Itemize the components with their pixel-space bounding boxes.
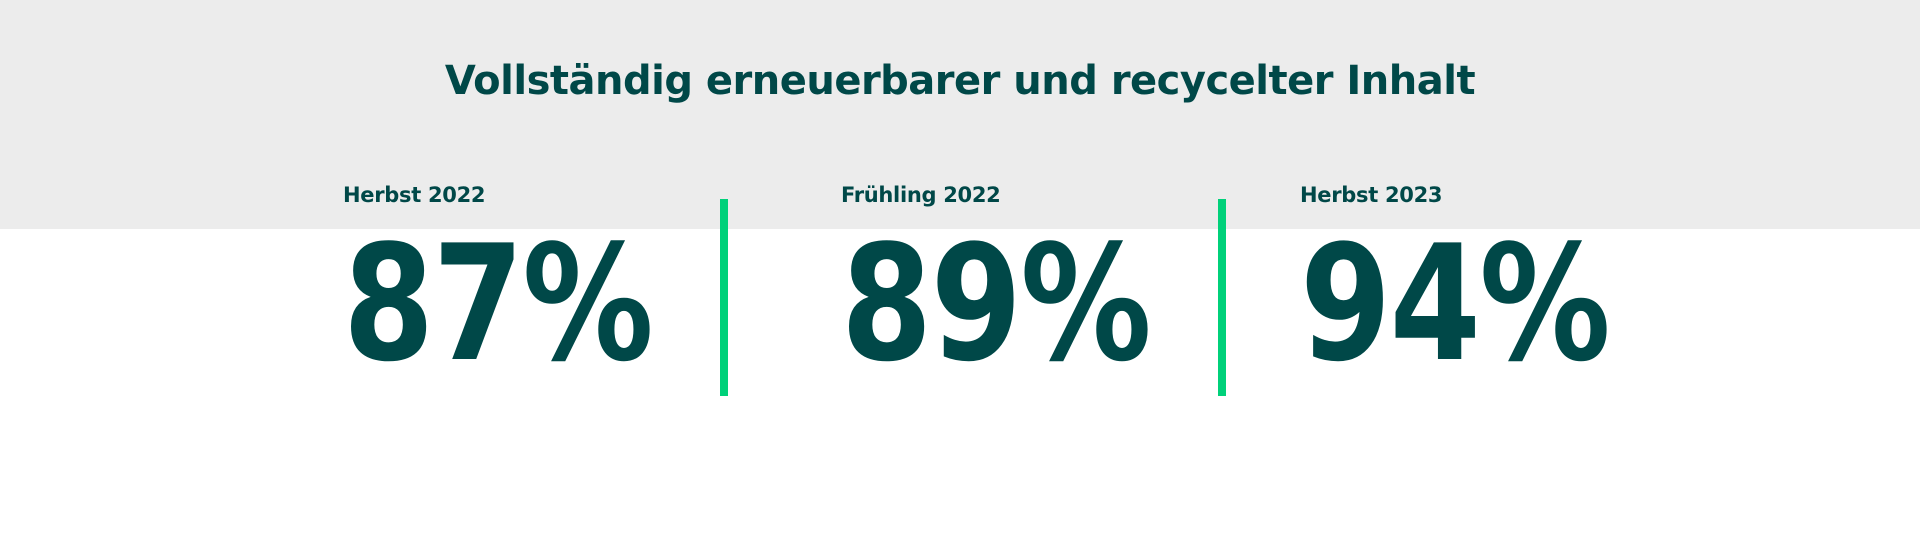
stat-fruehling-2022: Frühling 2022 89% [841, 183, 1218, 384]
stat-label: Herbst 2023 [1300, 183, 1443, 207]
divider [720, 199, 728, 396]
stat-value: 89% [841, 210, 1152, 397]
stat-label: Frühling 2022 [841, 183, 1001, 207]
header-band [0, 0, 1920, 229]
page-title: Vollständig erneuerbarer und recycelter … [444, 58, 1476, 104]
stat-value: 94% [1300, 210, 1611, 397]
stat-label: Herbst 2022 [343, 183, 486, 207]
stat-value: 87% [343, 210, 654, 397]
stat-herbst-2023: Herbst 2023 94% [1300, 183, 1677, 384]
divider [1218, 199, 1226, 396]
stat-herbst-2022: Herbst 2022 87% [343, 183, 720, 384]
